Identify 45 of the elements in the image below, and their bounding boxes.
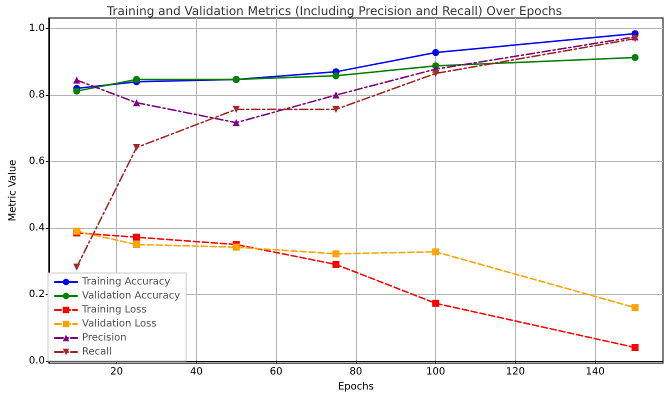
y-axis-title: Metric Value (8, 160, 18, 222)
point (432, 70, 440, 77)
point (133, 241, 140, 248)
x-tick-label: 20 (110, 366, 123, 378)
y-tick-label: 0.0 (28, 355, 45, 366)
y-tick-label: 1.0 (28, 23, 45, 34)
point (332, 250, 340, 258)
legend-label: Validation Loss (82, 318, 156, 330)
point (73, 88, 80, 95)
x-axis-title: Epochs (338, 382, 374, 392)
point (432, 300, 440, 307)
point (332, 72, 340, 80)
point (332, 260, 340, 268)
x-tick-label: 100 (426, 366, 446, 378)
legend-label: Recall (82, 346, 112, 358)
point (332, 106, 340, 113)
legend-label: Precision (82, 332, 127, 344)
point (133, 234, 140, 241)
x-tick-label: 80 (350, 366, 362, 378)
x-tick-label: 40 (190, 366, 203, 378)
y-tick-label: 0.6 (28, 156, 45, 167)
x-tick-label: 120 (506, 366, 525, 378)
legend-label: Validation Accuracy (82, 290, 180, 302)
point (232, 119, 240, 126)
chart-title: Training and Validation Metrics (Including Precision and Recall) Over Epochs (106, 4, 562, 18)
point (332, 92, 340, 99)
point (432, 248, 440, 256)
point (232, 244, 240, 251)
point (432, 49, 440, 56)
point (632, 54, 639, 62)
point (73, 76, 80, 84)
point (632, 344, 639, 351)
point (133, 144, 140, 152)
legend-label: Training Loss (81, 304, 147, 316)
point (232, 106, 240, 113)
point (73, 264, 80, 271)
point (632, 304, 639, 312)
x-tick-label: 140 (586, 366, 605, 378)
y-tick-label: 0.2 (28, 288, 45, 300)
y-tick-label: 0.4 (28, 222, 45, 234)
point (133, 76, 140, 83)
point (133, 99, 140, 106)
x-tick-label: 60 (270, 366, 283, 378)
legend-label: Training Accuracy (81, 276, 170, 288)
y-tick-label: 0.8 (28, 90, 45, 101)
